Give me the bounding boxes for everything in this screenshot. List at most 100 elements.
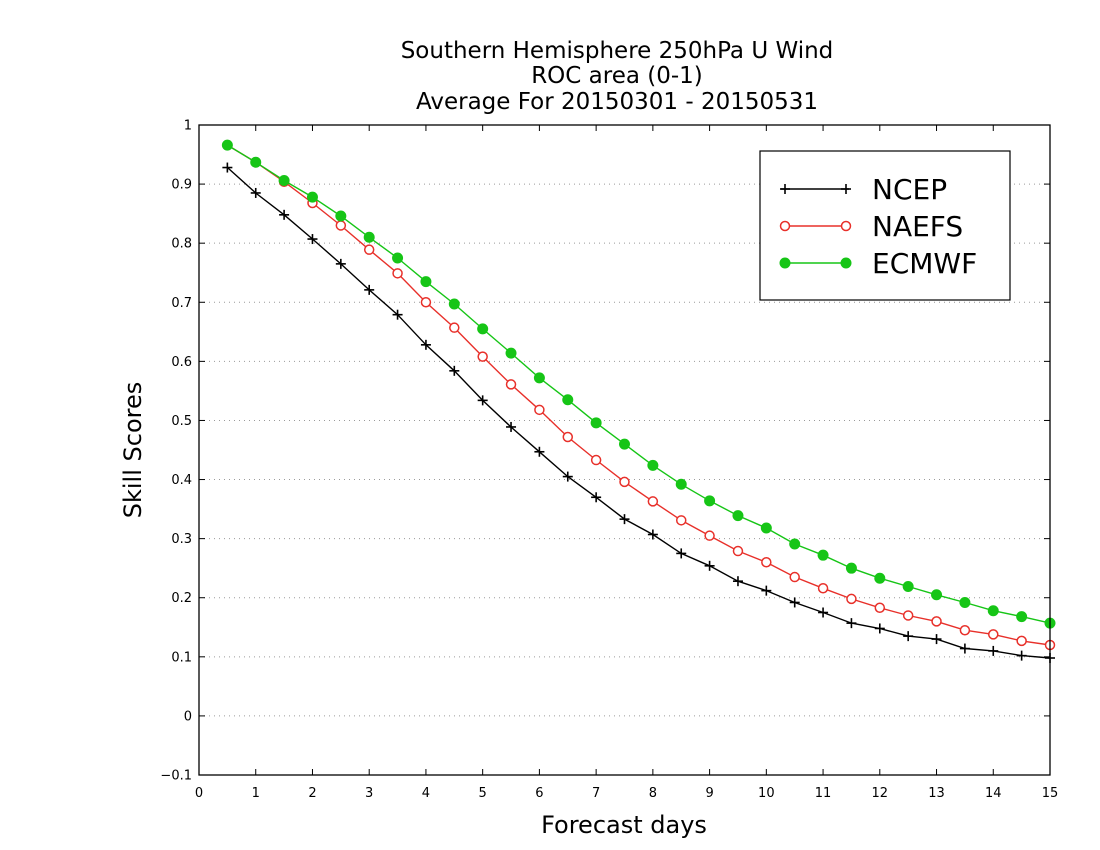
x-tick-label: 2 — [308, 786, 316, 801]
x-tick-label: 6 — [535, 786, 543, 801]
data-point-ecmwf — [959, 596, 971, 608]
series-naefs — [222, 139, 1056, 651]
x-tick-label: 5 — [479, 786, 487, 801]
y-axis-label: Skill Scores — [119, 382, 147, 519]
data-point-ecmwf — [363, 231, 375, 243]
data-point-ecmwf — [477, 323, 489, 335]
data-point-ecmwf — [817, 549, 829, 561]
series-ecmwf — [221, 139, 1056, 629]
data-point-ecmwf — [448, 298, 460, 310]
y-tick-label: 0 — [184, 709, 192, 724]
title-line-3: Average For 20150301 - 20150531 — [416, 89, 818, 115]
title-line-2: ROC area (0-1) — [531, 63, 703, 89]
data-point-ecmwf — [732, 510, 744, 522]
data-point-ecmwf — [675, 478, 687, 490]
data-point-ecmwf — [533, 372, 545, 384]
data-point-naefs — [789, 571, 800, 583]
data-point-naefs — [562, 431, 574, 443]
data-point-naefs — [647, 496, 659, 507]
data-point-ncep — [222, 162, 233, 173]
y-tick-label: 0.3 — [171, 532, 192, 547]
plot-frame — [198, 124, 1051, 776]
data-point-ncep — [988, 645, 999, 656]
data-point-ncep — [1016, 650, 1027, 661]
data-point-ncep — [959, 643, 970, 654]
data-point-ncep — [562, 471, 573, 482]
data-point-naefs — [590, 454, 602, 466]
x-tick-label: 13 — [928, 786, 945, 801]
x-tick-label: 0 — [195, 786, 203, 801]
data-point-ecmwf — [987, 605, 999, 617]
data-point-naefs — [477, 351, 488, 362]
x-tick-label: 3 — [365, 786, 373, 801]
data-point-ecmwf — [392, 252, 404, 264]
x-tick-label: 7 — [592, 786, 600, 801]
data-point-ecmwf — [420, 276, 432, 288]
data-point-ncep — [647, 529, 658, 540]
series-lines — [221, 139, 1056, 663]
chart-title: Southern Hemisphere 250hPa U Wind ROC ar… — [401, 38, 834, 115]
data-point-ncep — [534, 446, 545, 457]
legend-box — [759, 150, 1011, 301]
legend-label-ecmwf: ECMWF — [872, 247, 977, 280]
data-point-naefs — [846, 593, 857, 605]
legend-marker-ncep — [780, 184, 790, 194]
legend-entry-ecmwf: ECMWF — [779, 247, 977, 280]
legend-marker-naefs — [840, 220, 852, 232]
data-point-ncep — [449, 365, 460, 376]
y-tick-label: 0.1 — [171, 650, 192, 665]
x-tick-label: 1 — [252, 786, 260, 801]
y-tick-label: 0.7 — [171, 296, 192, 311]
data-point-ncep — [903, 631, 914, 642]
data-point-ecmwf — [902, 581, 914, 592]
data-point-ncep — [704, 560, 715, 571]
y-tick-label: 0.2 — [171, 591, 192, 606]
x-tick-label: 9 — [705, 786, 713, 801]
data-point-naefs — [420, 297, 432, 308]
data-point-ecmwf — [562, 394, 574, 406]
legend-marker-ncep — [841, 184, 851, 194]
x-tick-label: 12 — [872, 786, 889, 801]
data-point-naefs — [449, 322, 460, 333]
data-point-naefs — [732, 545, 744, 557]
data-point-ncep — [761, 585, 772, 596]
data-point-naefs — [959, 624, 971, 636]
data-point-naefs — [817, 583, 829, 594]
data-point-ecmwf — [1016, 611, 1028, 623]
data-point-ecmwf — [590, 417, 602, 429]
data-point-ncep — [250, 187, 261, 198]
data-point-ecmwf — [647, 459, 659, 471]
data-point-ncep — [279, 209, 290, 220]
data-point-ncep — [846, 618, 857, 629]
data-point-ncep — [818, 607, 829, 618]
x-tick-label: 10 — [758, 786, 775, 801]
data-point-ecmwf — [221, 139, 233, 151]
axes — [198, 124, 1051, 776]
data-point-naefs — [704, 530, 715, 541]
x-tick-label: 15 — [1042, 786, 1059, 801]
y-tick-label: 1 — [184, 119, 192, 134]
legend-marker-naefs — [779, 220, 791, 232]
y-tick-label: 0.8 — [171, 237, 192, 252]
data-point-ecmwf — [250, 156, 262, 168]
data-point-ncep — [591, 492, 602, 503]
data-point-ecmwf — [306, 191, 318, 203]
data-point-naefs — [505, 379, 517, 390]
data-point-naefs — [363, 244, 375, 255]
data-point-naefs — [619, 476, 630, 488]
data-point-ncep — [506, 421, 517, 432]
title-line-1: Southern Hemisphere 250hPa U Wind — [401, 38, 834, 64]
data-point-ecmwf — [505, 347, 517, 359]
data-point-ncep — [307, 234, 318, 245]
data-point-ncep — [420, 339, 431, 350]
data-point-ncep — [364, 284, 375, 295]
y-tick-label: 0.5 — [171, 414, 192, 429]
y-tick-label: 0.9 — [171, 178, 192, 193]
legend-marker-ecmwf — [779, 257, 791, 269]
legend-label-ncep: NCEP — [872, 173, 947, 206]
data-point-ecmwf — [278, 175, 290, 187]
data-point-ecmwf — [789, 538, 801, 550]
tick-labels: 0 1 2 3 4 5 6 7 8 9 10 11 12 13 14 15−0.100.10.20.30.40… — [160, 119, 1058, 802]
data-point-naefs — [931, 616, 942, 627]
data-point-ncep — [931, 634, 942, 645]
